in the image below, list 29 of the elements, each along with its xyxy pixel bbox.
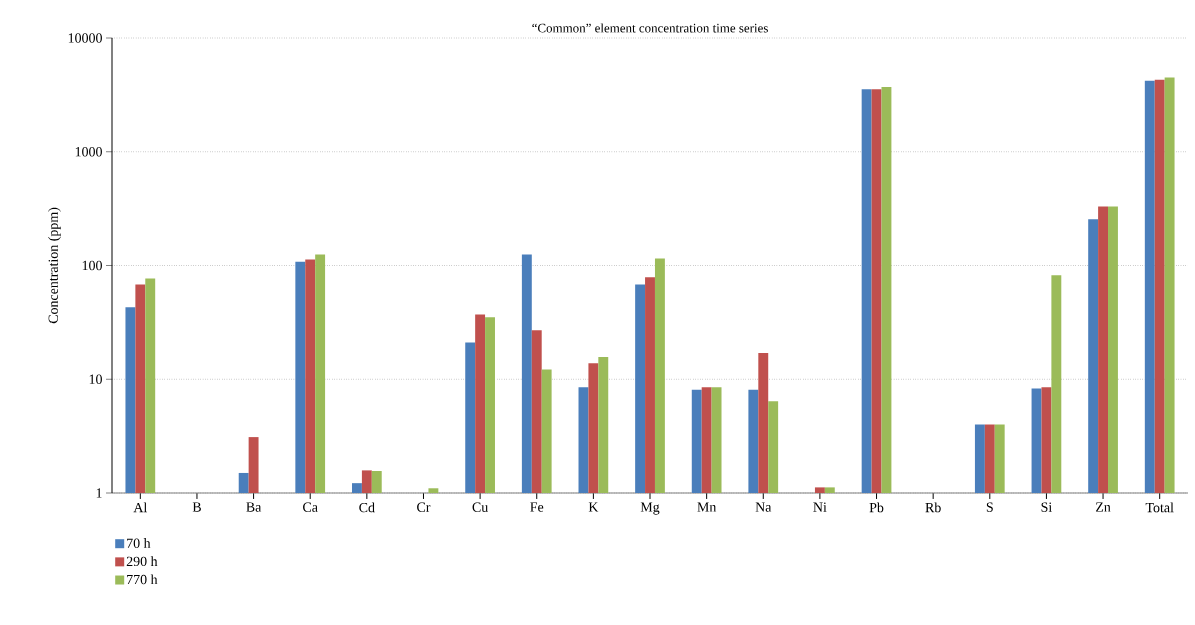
x-tick-label: Ba [246, 502, 262, 512]
y-axis-title: Concentration (ppm) [48, 207, 61, 324]
y-tick-label: 10 [89, 374, 102, 384]
x-tick-label: Mg [640, 502, 660, 515]
x-tick-label: Pb [869, 502, 884, 513]
legend-label: 290 h [126, 556, 158, 567]
x-tick-label: Al [133, 502, 148, 513]
legend-label: 770 h [127, 574, 158, 585]
y-tick-label: 1000 [75, 147, 102, 157]
x-tick-label: K [588, 502, 599, 512]
y-tick-label: 100 [82, 260, 102, 271]
y-tick-label: 1 [96, 488, 102, 498]
x-tick-label: Ni [813, 502, 827, 512]
x-tick-label: Zn [1095, 502, 1111, 512]
x-tick-label: Rb [925, 502, 941, 513]
x-tick-label: B [192, 502, 201, 512]
x-tick-label: S [986, 502, 993, 512]
x-tick-label: Fe [530, 502, 544, 512]
x-tick-label: Na [755, 502, 772, 512]
x-tick-label: Cu [472, 502, 489, 512]
x-tick-label: Mn [697, 502, 717, 512]
chart-title: “Common” element concentration time series [532, 23, 768, 33]
legend-label: 70 h [127, 538, 151, 548]
x-tick-label: Total [1145, 502, 1174, 513]
y-tick-label: 10000 [68, 33, 102, 43]
x-tick-label: Si [1041, 502, 1052, 512]
x-tick-label: Cd [359, 502, 375, 513]
x-tick-label: Cr [417, 502, 431, 512]
x-tick-label: Ca [303, 502, 318, 512]
